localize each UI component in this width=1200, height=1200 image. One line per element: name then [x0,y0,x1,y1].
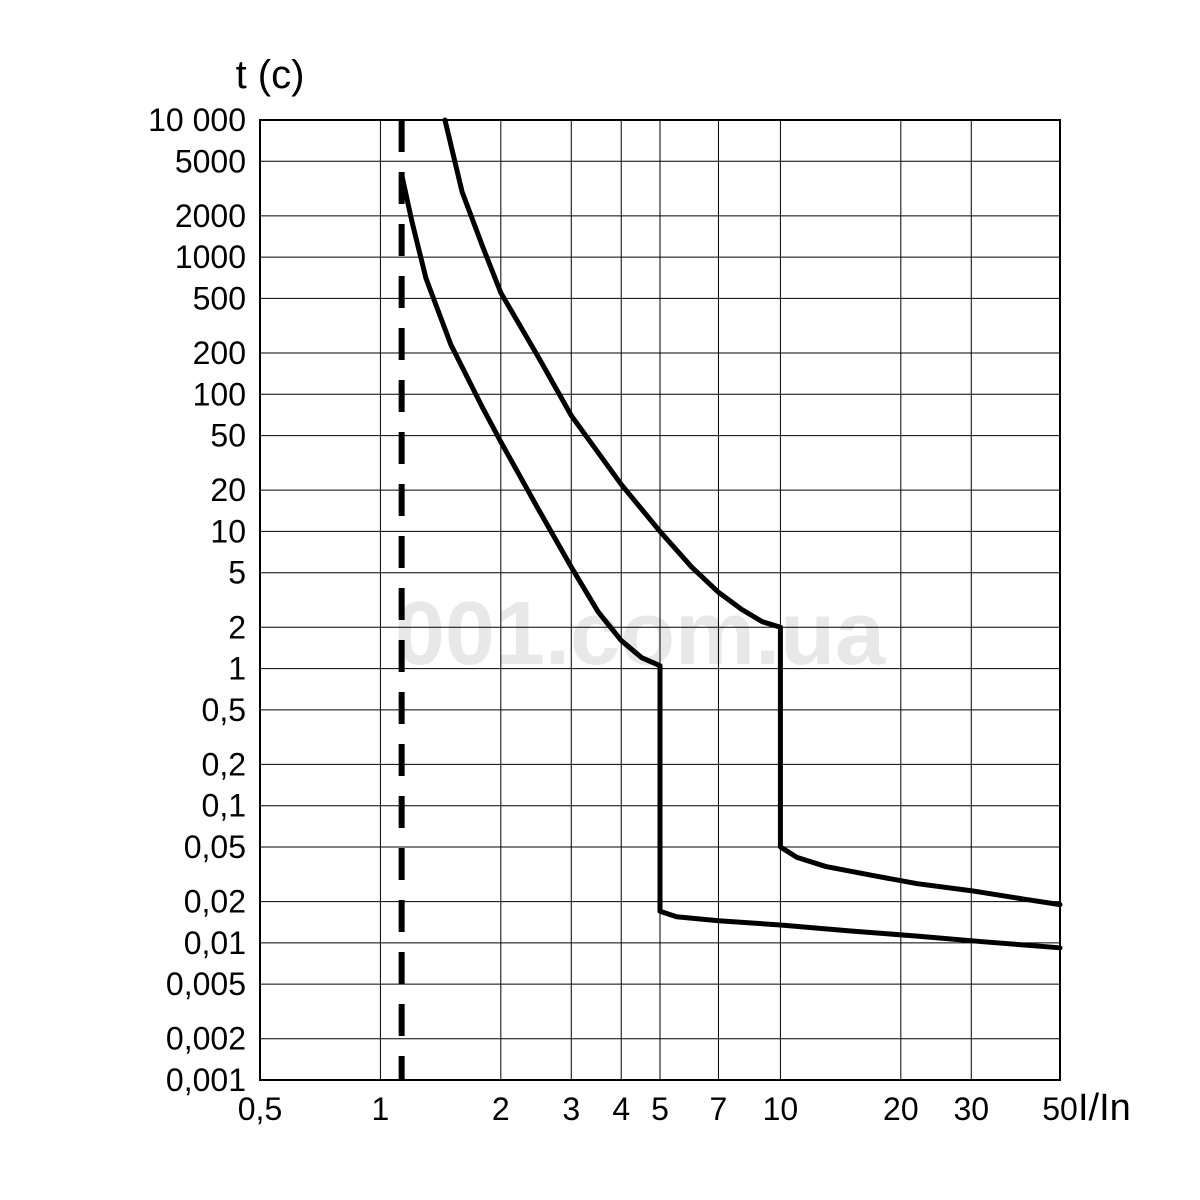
y-tick-label: 100 [193,376,246,412]
y-tick-label: 10 000 [148,102,246,138]
trip-curve-chart: 001.com.ua 10 00050002000100050020010050… [0,0,1200,1200]
y-tick-label: 2 [228,609,246,645]
x-tick-label: 20 [883,1091,919,1127]
y-tick-label: 0,002 [166,1021,246,1057]
x-axis-title: I/In [1078,1087,1131,1129]
y-tick-label: 50 [210,418,246,454]
x-tick-label: 3 [562,1091,580,1127]
x-tick-label: 10 [763,1091,799,1127]
y-tick-label: 20 [210,472,246,508]
y-tick-label: 1000 [175,239,246,275]
y-tick-label: 0,05 [184,829,246,865]
y-tick-label: 0,1 [202,788,246,824]
y-tick-label: 10 [210,513,246,549]
y-tick-label: 200 [193,335,246,371]
y-tick-label: 500 [193,280,246,316]
y-tick-label: 0,005 [166,966,246,1002]
x-tick-label: 2 [492,1091,510,1127]
y-axis-title: t (c) [236,53,305,97]
x-tick-label: 5 [651,1091,669,1127]
x-tick-label: 50 [1042,1091,1078,1127]
y-tick-label: 0,001 [166,1062,246,1098]
y-tick-label: 0,2 [202,746,246,782]
y-tick-label: 5000 [175,143,246,179]
y-tick-label: 0,02 [184,884,246,920]
x-tick-label: 7 [710,1091,728,1127]
x-tick-label: 4 [612,1091,630,1127]
y-tick-label: 5 [228,555,246,591]
x-tick-label: 1 [372,1091,390,1127]
y-tick-label: 2000 [175,198,246,234]
y-tick-label: 0,01 [184,925,246,961]
y-tick-label: 0,5 [202,692,246,728]
y-tick-label: 1 [228,651,246,687]
x-tick-label: 30 [953,1091,989,1127]
x-tick-label: 0,5 [238,1091,282,1127]
